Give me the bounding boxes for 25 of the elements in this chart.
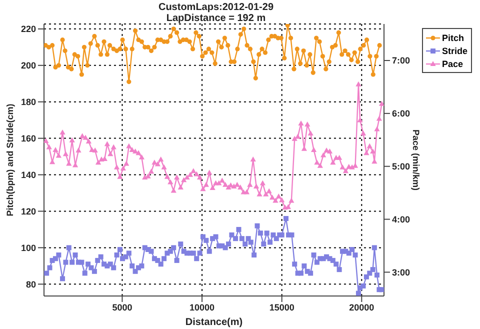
chart-subtitle: LapDistance = 192 m bbox=[165, 13, 267, 24]
x-tick-label: 10000 bbox=[190, 302, 215, 312]
y2-tick-label: 3:00 bbox=[392, 267, 410, 278]
y-tick-label: 120 bbox=[20, 206, 36, 216]
y2-tick-label: 4:00 bbox=[392, 214, 410, 224]
x-tick-label: 15000 bbox=[269, 302, 294, 312]
y-axis-title: Pitch(bpm) and Stride(cm) bbox=[5, 104, 16, 216]
y2-tick-label: 6:00 bbox=[392, 108, 410, 119]
y-tick-label: 220 bbox=[20, 24, 36, 34]
y2-tick-label: 7:00 bbox=[392, 56, 410, 66]
y-tick-label: 140 bbox=[20, 170, 36, 180]
y2-tick-label: 5:00 bbox=[392, 162, 410, 172]
y-tick-label: 100 bbox=[20, 242, 36, 253]
y-tick-label: 80 bbox=[26, 279, 36, 290]
y-tick-label: 200 bbox=[20, 60, 36, 71]
legend-label: Pitch bbox=[442, 32, 464, 42]
y-tick-label: 160 bbox=[20, 134, 36, 144]
x-tick-label: 20000 bbox=[349, 302, 374, 312]
y-tick-label: 180 bbox=[20, 97, 36, 108]
chart-title: CustomLaps:2012-01-29 bbox=[157, 2, 275, 13]
x-axis-title: Distance(m) bbox=[185, 317, 243, 328]
legend-label: Pace bbox=[442, 58, 464, 68]
legend-label: Stride bbox=[442, 46, 468, 56]
y2-axis-title: Pace (min/km) bbox=[410, 129, 421, 191]
x-tick-label: 5000 bbox=[112, 302, 132, 312]
